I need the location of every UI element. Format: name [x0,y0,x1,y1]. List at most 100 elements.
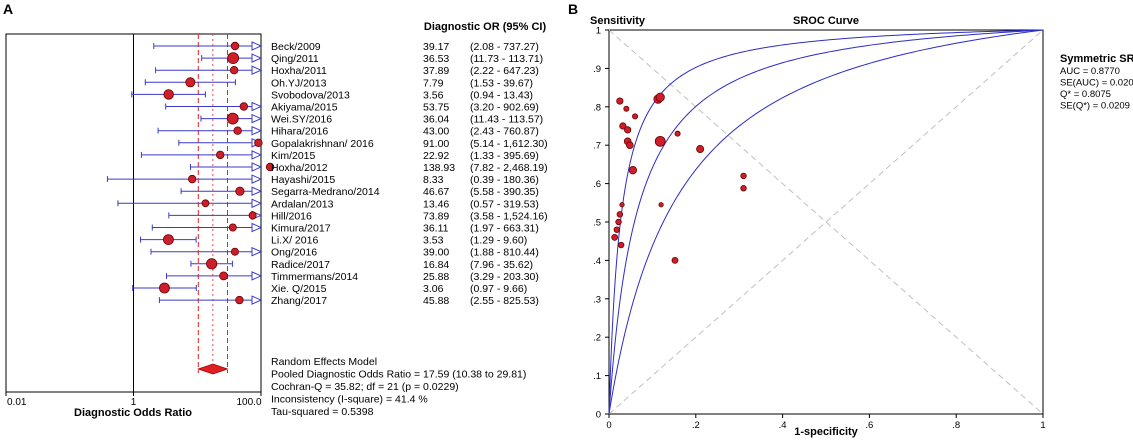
study-point [159,282,170,294]
study-point [265,162,275,172]
study-point [219,271,228,281]
study-ci: (7.96 - 35.62) [470,259,533,271]
study-point [187,174,197,184]
study-ci-arrow [251,150,263,160]
study-or: 3.53 [423,235,444,247]
study-point [230,41,240,51]
sroc-x-tick-label: .8 [952,420,960,431]
forest-summary-line: Pooled Diagnostic Odds Ratio = 17.59 (10… [271,369,526,381]
sroc-study-point [615,218,622,226]
sroc-title: SROC Curve [793,15,859,27]
sroc-x-tick-label: .2 [692,420,700,431]
sroc-x-tick-label: .4 [779,420,787,431]
study-or: 46.67 [423,186,449,198]
sroc-y-tick-label: .8 [593,102,601,113]
study-or: 91.00 [423,138,449,150]
study-or: 73.89 [423,210,449,222]
sroc-legend-line: SE(AUC) = 0.0209 [1060,78,1133,89]
study-name: Hill/2016 [271,210,312,222]
sroc-study-point [623,105,630,112]
sroc-x-tick-label: 0 [606,420,611,431]
study-or: 16.84 [423,259,449,271]
study-ci: (2.08 - 737.27) [470,41,539,53]
study-ci: (3.20 - 902.69) [470,102,539,114]
forest-summary-line: Random Effects Model [271,356,377,368]
study-ci: (11.73 - 113.71) [470,53,543,65]
sroc-study-point [628,165,638,175]
study-name: Svobodova/2013 [271,89,350,101]
sroc-x-tick-label: 1 [1040,420,1045,431]
study-ci-arrow [251,246,263,257]
sroc-legend-line: AUC = 0.8770 [1060,66,1120,77]
study-name: Segarra-Medrano/2014 [271,186,380,198]
sroc-y-tick-label: .4 [593,256,601,267]
sroc-study-point [617,241,625,249]
study-or: 45.88 [423,295,449,307]
study-ci: (3.58 - 1,524.16) [470,210,548,222]
sroc-study-point [740,172,747,180]
sroc-study-point [632,113,639,120]
study-ci-arrow [251,125,263,136]
study-name: Qing/2011 [271,53,319,65]
study-point [185,77,196,88]
sroc-study-point [611,233,619,241]
study-ci: (5.58 - 390.35) [470,186,539,198]
sroc-study-point [655,92,665,102]
sroc-legend-title: Symmetric SROC [1060,53,1133,65]
sroc-study-point [696,145,705,154]
sroc-y-tick-label: 1 [596,26,601,37]
sroc-y-tick-label: .6 [593,179,601,190]
sroc-study-point [624,126,632,134]
study-ci-arrow [251,41,263,51]
study-ci-arrow [251,53,263,63]
study-or: 13.46 [423,198,449,210]
study-ci-arrow [251,222,263,233]
study-ci: (1.33 - 395.69) [470,150,539,162]
study-or: 39.17 [423,41,449,53]
study-name: Gopalakrishnan/ 2016 [271,138,374,150]
sroc-y-tick-label: .9 [593,64,601,75]
study-name: Hoxha/2012 [271,162,328,174]
study-ci: (0.94 - 13.43) [470,89,533,101]
study-point [239,102,249,111]
study-ci-arrow [251,65,263,75]
study-name: Timmermans/2014 [271,271,358,283]
study-or: 3.56 [423,89,444,101]
study-point [163,234,174,246]
study-ci: (11.43 - 113.57) [470,114,543,126]
sroc-x-axis-label: 1-specificity [794,426,858,438]
study-ci: (0.57 - 319.53) [470,198,539,210]
study-ci: (2.22 - 647.23) [470,65,539,77]
study-ci: (0.97 - 9.66) [470,283,527,295]
sroc-upper-ci-curve [608,29,1044,414]
study-name: Xie. Q/2015 [271,283,327,295]
study-or: 36.11 [423,223,449,235]
study-point [228,223,237,232]
sroc-plot: Sensitivity SROC Curve 1-specificity Sym… [590,15,1133,438]
sroc-study-point [671,256,679,264]
forest-x-tick-label: 0.01 [7,397,27,408]
study-name: Hayashi/2015 [271,174,335,186]
study-ci: (1.53 - 39.67) [470,77,533,89]
study-point [233,126,242,135]
study-point [216,150,225,160]
study-or: 39.00 [423,247,449,259]
sroc-y-tick-label: 0 [596,410,601,421]
study-point [254,138,263,147]
study-or: 22.92 [423,150,449,162]
study-name: Kimura/2017 [271,223,331,235]
sroc-y-axis-label: Sensitivity [590,15,646,27]
forest-x-tick-label: 100.0 [236,397,261,408]
study-point [206,258,218,270]
forest-summary-line: Inconsistency (I-square) = 41.4 % [271,394,428,406]
sroc-lower-ci-curve [608,29,1044,415]
sroc-study-point [613,226,621,233]
sroc-study-point [616,97,624,105]
sroc-study-point [616,211,624,218]
study-or: 43.00 [423,126,449,138]
sroc-study-point [626,141,634,150]
panel-a-label: A [3,1,13,17]
sroc-study-point [654,135,666,147]
study-name: Radice/2017 [271,259,330,271]
